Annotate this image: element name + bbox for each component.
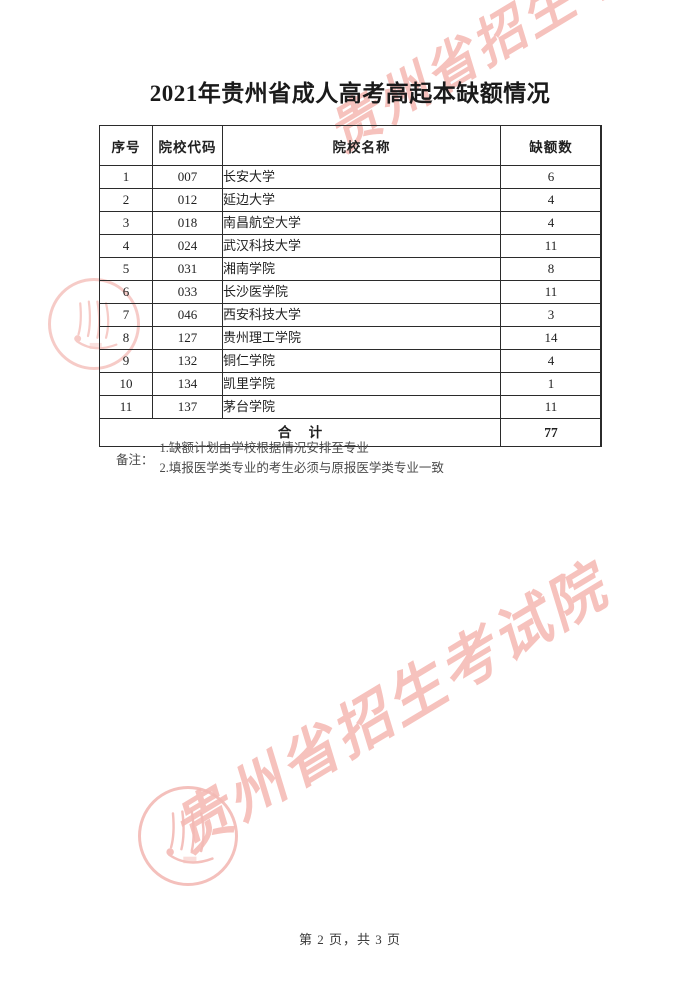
- cell-quota: 3: [500, 303, 602, 327]
- cell-code: 132: [152, 349, 223, 373]
- table-row: 9 132 铜仁学院 4: [99, 349, 602, 373]
- cell-code: 137: [152, 395, 223, 419]
- cell-name: 长沙医学院: [222, 280, 501, 304]
- table-row: 6 033 长沙医学院 11: [99, 280, 602, 304]
- cell-index: 2: [99, 188, 153, 212]
- table-header-row: 序号 院校代码 院校名称 缺额数: [99, 125, 602, 166]
- table-total-row: 合 计 77: [99, 418, 602, 447]
- cell-code: 127: [152, 326, 223, 350]
- cell-name: 西安科技大学: [222, 303, 501, 327]
- agency-seal-icon-secondary: [138, 786, 238, 886]
- table-row: 1 007 长安大学 6: [99, 165, 602, 189]
- page-title: 2021年贵州省成人高考高起本缺额情况: [149, 81, 551, 106]
- cell-name: 南昌航空大学: [222, 211, 501, 235]
- quota-table-container: 序号 院校代码 院校名称 缺额数 1 007 长安大学 6 2 012 延边大学 4 3 018 南…: [99, 125, 602, 447]
- cell-quota: 11: [500, 234, 602, 258]
- remarks-list: 1.缺额计划由学校根据情况安排至专业 2.填报医学类专业的考生必须与原报医学类专业…: [160, 440, 444, 477]
- cell-code: 012: [152, 188, 223, 212]
- cell-quota: 14: [500, 326, 602, 350]
- column-header-code: 院校代码: [152, 125, 223, 166]
- remarks-block: 备注： 1.缺额计划由学校根据情况安排至专业 2.填报医学类专业的考生必须与原报医…: [116, 440, 444, 477]
- table-body: 1 007 长安大学 6 2 012 延边大学 4 3 018 南昌航空大学 4 4 024 武汉科技大学 1…: [99, 165, 602, 419]
- total-label: 合 计: [99, 418, 501, 447]
- cell-name: 凯里学院: [222, 372, 501, 396]
- cell-index: 8: [99, 326, 153, 350]
- cell-name: 湘南学院: [222, 257, 501, 281]
- cell-quota: 8: [500, 257, 602, 281]
- cell-name: 铜仁学院: [222, 349, 501, 373]
- table-header: 序号 院校代码 院校名称 缺额数: [99, 125, 602, 166]
- cell-code: 024: [152, 234, 223, 258]
- cell-index: 7: [99, 303, 153, 327]
- table-row: 3 018 南昌航空大学 4: [99, 211, 602, 235]
- column-header-index: 序号: [99, 125, 153, 166]
- cell-index: 9: [99, 349, 153, 373]
- cell-name: 延边大学: [222, 188, 501, 212]
- cell-quota: 4: [500, 211, 602, 235]
- quota-table: 序号 院校代码 院校名称 缺额数 1 007 长安大学 6 2 012 延边大学 4 3 018 南…: [99, 125, 602, 447]
- cell-quota: 1: [500, 372, 602, 396]
- cell-index: 11: [99, 395, 153, 419]
- cell-quota: 4: [500, 349, 602, 373]
- cell-quota: 4: [500, 188, 602, 212]
- column-header-name: 院校名称: [222, 125, 501, 166]
- cell-quota: 11: [500, 395, 602, 419]
- cell-name: 武汉科技大学: [222, 234, 501, 258]
- cell-name: 茅台学院: [222, 395, 501, 419]
- cell-code: 134: [152, 372, 223, 396]
- cell-index: 3: [99, 211, 153, 235]
- table-footer: 合 计 77: [99, 418, 602, 447]
- total-value: 77: [500, 418, 602, 447]
- page-number-footer: 第 2 页，共 3 页: [298, 932, 401, 947]
- watermark-text-secondary: 贵州省招生考试院: [161, 553, 620, 865]
- table-row: 5 031 湘南学院 8: [99, 257, 602, 281]
- cell-quota: 11: [500, 280, 602, 304]
- table-row: 4 024 武汉科技大学 11: [99, 234, 602, 258]
- cell-quota: 6: [500, 165, 602, 189]
- remark-item: 2.填报医学类专业的考生必须与原报医学类专业一致: [159, 461, 444, 475]
- cell-index: 10: [99, 372, 153, 396]
- table-row: 7 046 西安科技大学 3: [99, 303, 602, 327]
- cell-code: 031: [152, 257, 223, 281]
- table-row: 10 134 凯里学院 1: [99, 372, 602, 396]
- remark-item: 1.缺额计划由学校根据情况安排至专业: [159, 441, 369, 455]
- remarks-label: 备注：: [116, 453, 154, 467]
- cell-code: 007: [152, 165, 223, 189]
- table-row: 11 137 茅台学院 11: [99, 395, 602, 419]
- table-row: 2 012 延边大学 4: [99, 188, 602, 212]
- column-header-quota: 缺额数: [500, 125, 602, 166]
- table-row: 8 127 贵州理工学院 14: [99, 326, 602, 350]
- cell-code: 046: [152, 303, 223, 327]
- cell-index: 4: [99, 234, 153, 258]
- cell-code: 018: [152, 211, 223, 235]
- cell-index: 5: [99, 257, 153, 281]
- cell-index: 1: [99, 165, 153, 189]
- cell-code: 033: [152, 280, 223, 304]
- cell-name: 贵州理工学院: [222, 326, 501, 350]
- cell-name: 长安大学: [222, 165, 501, 189]
- cell-index: 6: [99, 280, 153, 304]
